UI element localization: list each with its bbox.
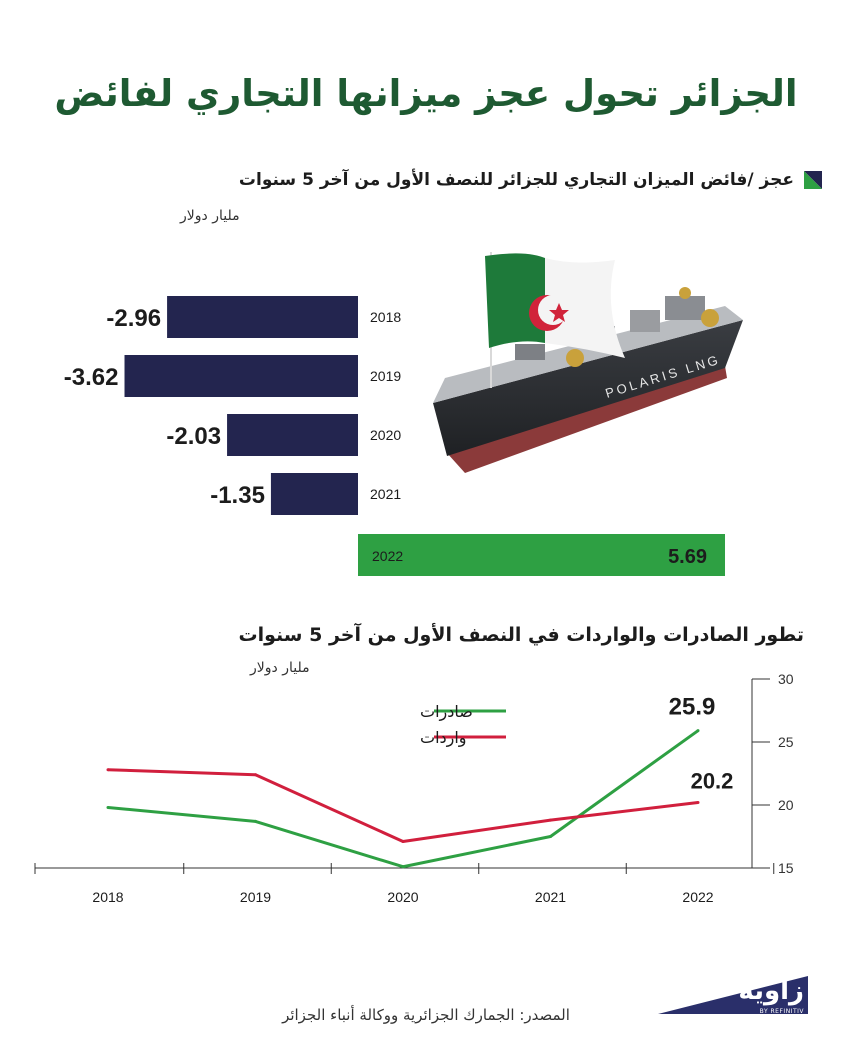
y-tick-label: 30 bbox=[778, 671, 794, 687]
x-tick-label: 2022 bbox=[682, 889, 713, 905]
bar-category-label: 2022 bbox=[372, 548, 403, 564]
data-point bbox=[696, 800, 700, 804]
legend-label: صادرات bbox=[420, 702, 473, 722]
series-line-imports bbox=[107, 768, 699, 844]
series-end-label: 25.9 bbox=[669, 694, 716, 721]
data-point bbox=[254, 819, 257, 823]
data-point bbox=[549, 835, 552, 838]
bar-chart-unit: مليار دولار bbox=[180, 208, 240, 224]
bar-value-label: -2.03 bbox=[166, 423, 221, 450]
bar-value-label: 5.69 bbox=[668, 546, 707, 568]
data-point bbox=[401, 840, 405, 844]
bar-category-label: 2019 bbox=[370, 368, 401, 384]
logo-name: زاوية bbox=[738, 976, 804, 1006]
data-point bbox=[696, 729, 700, 733]
y-tick-label: 15 bbox=[778, 860, 794, 876]
x-tick-label: 2019 bbox=[240, 889, 271, 905]
x-tick-label: 2020 bbox=[387, 889, 418, 905]
bar-chart-header: عجز /فائض الميزان التجاري للجزائر للنصف … bbox=[102, 170, 822, 190]
line-chart-unit: مليار دولار bbox=[250, 660, 310, 676]
x-tick-label: 2021 bbox=[535, 889, 566, 905]
bar-2021 bbox=[270, 473, 358, 515]
line-chart-title: تطور الصادرات والواردات في النصف الأول م… bbox=[238, 624, 804, 646]
source-note: المصدر: الجمارك الجزائرية ووكالة أنباء ا… bbox=[282, 1006, 570, 1024]
bar-2020 bbox=[227, 414, 358, 456]
series-end-label: 20.2 bbox=[691, 768, 734, 793]
bar-category-label: 2021 bbox=[370, 486, 401, 502]
bar-value-label: -2.96 bbox=[106, 305, 161, 332]
bar-value-label: -1.35 bbox=[210, 482, 265, 509]
y-tick-label: 25 bbox=[778, 734, 794, 750]
logo-subtitle: BY REFINITIV bbox=[759, 1008, 804, 1015]
page-title: الجزائر تحول عجز ميزانها التجاري لفائض bbox=[54, 72, 798, 115]
bar-2018 bbox=[167, 296, 358, 338]
series-line-exports bbox=[107, 729, 699, 869]
bar-2022 bbox=[358, 534, 726, 576]
zawya-logo: زاوية BY REFINITIV bbox=[658, 972, 818, 1022]
bar-2019 bbox=[124, 355, 358, 397]
bar-chart-title: عجز /فائض الميزان التجاري للجزائر للنصف … bbox=[238, 170, 794, 190]
bar-chart: -2.96 2018 -3.62 2019 -2.03 2020 -1.35 2021 2022… bbox=[64, 296, 726, 576]
bar-category-label: 2020 bbox=[370, 427, 401, 443]
data-point bbox=[106, 768, 110, 772]
bar-category-label: 2018 bbox=[370, 309, 401, 325]
data-point bbox=[549, 818, 552, 822]
x-tick-label: 2018 bbox=[92, 889, 123, 905]
logo-swoosh-icon bbox=[658, 976, 808, 1014]
data-point bbox=[401, 865, 405, 869]
section-marker-icon bbox=[804, 171, 822, 189]
data-point bbox=[106, 806, 110, 810]
data-point bbox=[254, 773, 257, 777]
bar-value-label: -3.62 bbox=[64, 364, 119, 391]
y-tick-label: 20 bbox=[778, 797, 794, 813]
lng-tanker-ship-with-algerian-flag-icon: POLARIS LNG bbox=[433, 252, 743, 473]
legend-label: واردات bbox=[420, 728, 467, 748]
